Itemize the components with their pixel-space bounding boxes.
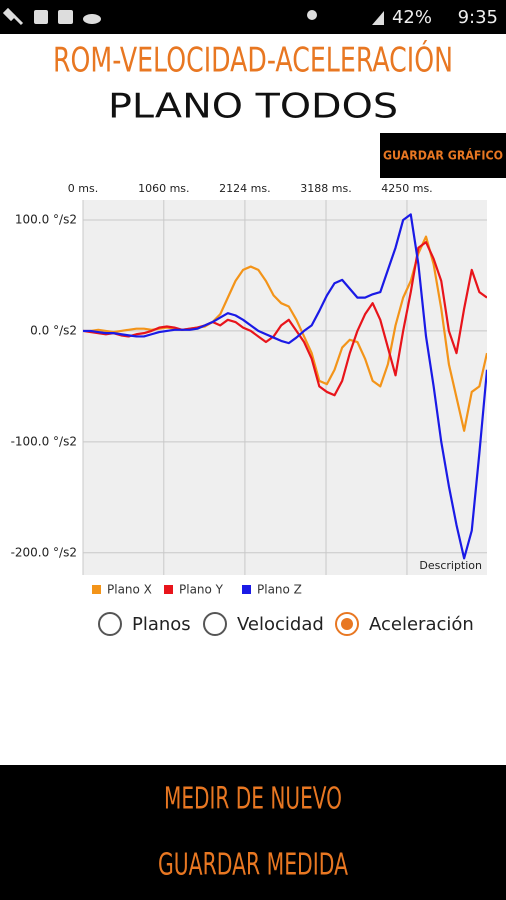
y-tick-label: 100.0 °/s2 [15,212,77,226]
legend-label: Plano Z [257,583,302,597]
footer [0,765,506,900]
radio-label[interactable]: Velocidad [237,614,324,635]
page-title: ROM-VELOCIDAD-ACELERACIÓN [53,40,453,81]
radio-label[interactable]: Aceleración [369,614,474,635]
x-tick-label: 3188 ms. [300,182,351,195]
y-tick-label: -100.0 °/s2 [11,434,77,448]
radio-dot[interactable] [341,618,353,630]
save-measure-button[interactable]: GUARDAR MEDIDA [158,848,348,883]
radio-button[interactable] [203,612,227,636]
save-chart-label[interactable]: GUARDAR GRÁFICO [383,148,503,163]
status-icons [2,7,384,26]
series-line [83,213,487,560]
radio-button[interactable] [98,612,122,636]
clock: 9:35 [458,7,498,28]
legend-swatch [242,585,251,594]
legend-label: Plano Y [179,583,224,597]
save-chart-button[interactable] [380,133,506,178]
legend-swatch [92,585,101,594]
radio-button[interactable] [335,612,359,636]
chart-description: Description [419,559,482,572]
x-tick-label: 4250 ms. [381,182,432,195]
view-options: Planos Velocidad Aceleración [98,612,474,636]
series-line [83,241,487,397]
y-tick-label: -200.0 °/s2 [11,545,77,559]
plot-area [83,200,487,575]
x-tick-label: 2124 ms. [219,182,270,195]
battery-level: 42% [392,7,432,28]
chart: 0 ms. 1060 ms. 2124 ms. 3188 ms. 4250 ms. 100… [11,182,487,575]
legend-label: Plano X [107,583,152,597]
y-tick-label: 0.0 °/s2 [30,323,77,337]
series-line [83,235,487,432]
radio-label[interactable]: Planos [132,614,191,635]
x-tick-label: 0 ms. [68,182,98,195]
legend-swatch [164,585,173,594]
page-subtitle: PLANO TODOS [108,87,398,127]
measure-again-button[interactable]: MEDIR DE NUEVO [164,782,342,817]
legend: Plano X Plano Y Plano Z [92,583,302,597]
x-tick-label: 1060 ms. [138,182,189,195]
